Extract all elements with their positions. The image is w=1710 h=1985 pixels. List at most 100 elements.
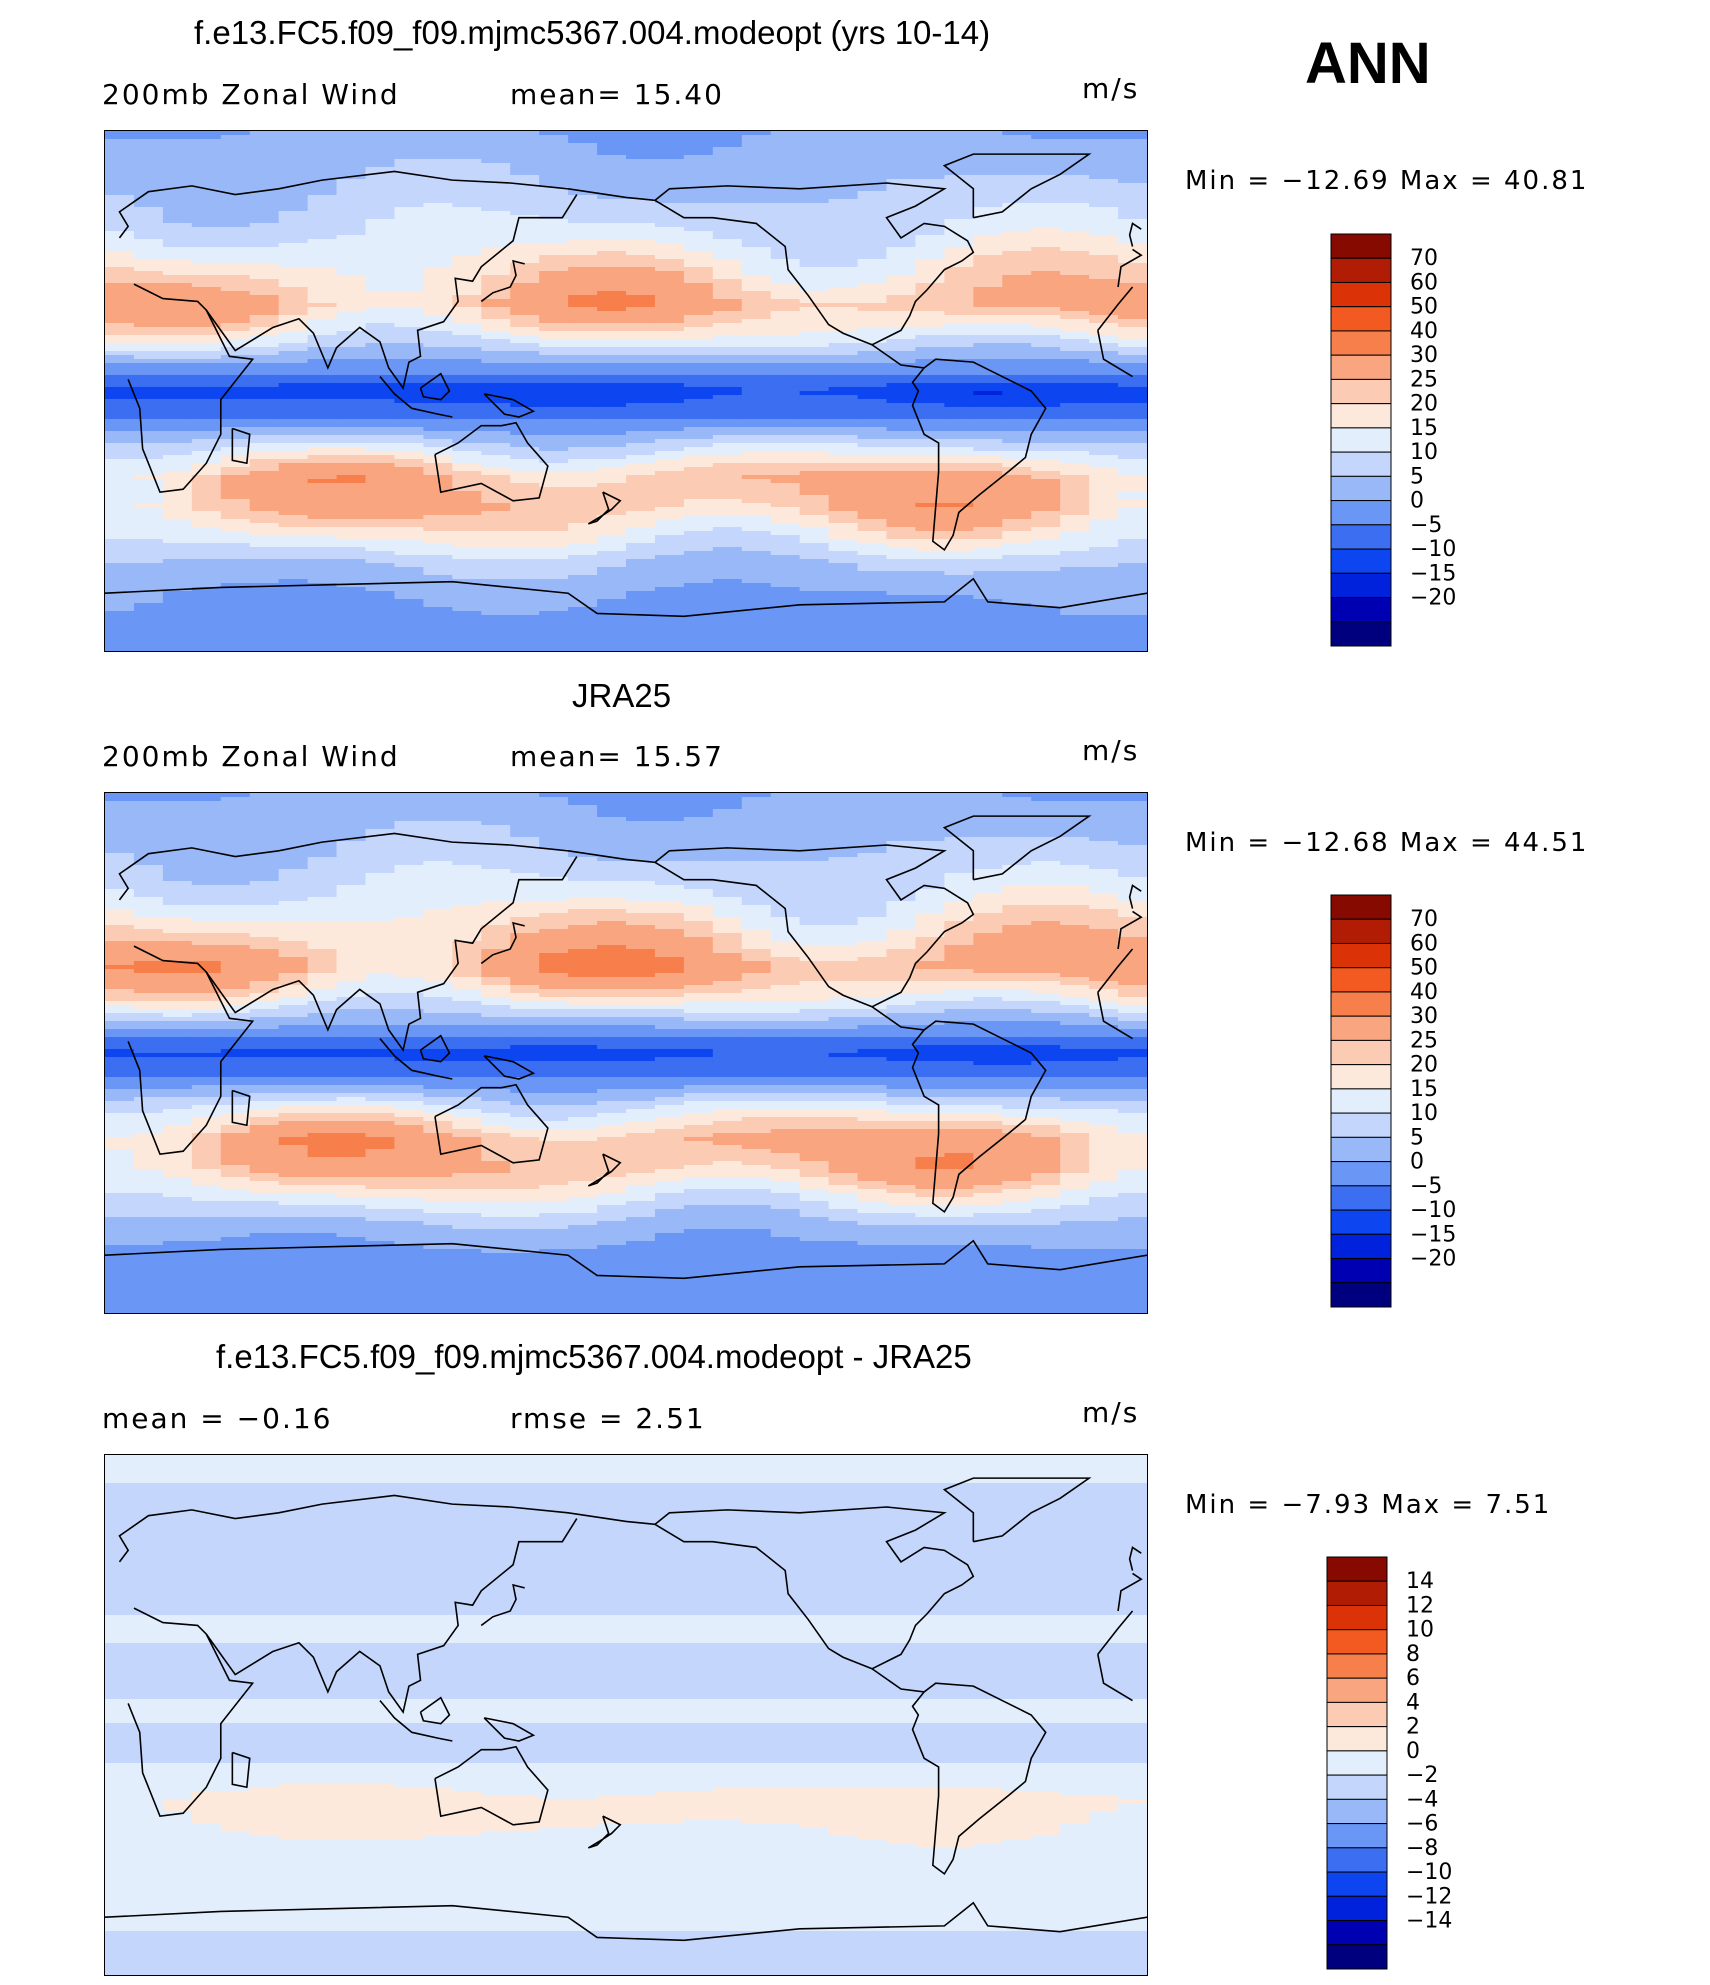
map-cell: [1002, 279, 1033, 284]
map-cell: [597, 235, 627, 240]
map-cell: [133, 159, 164, 164]
map-cell: [597, 515, 627, 520]
map-cell: [886, 575, 917, 580]
map-cell: [683, 219, 714, 224]
map-cell: [1118, 326, 1147, 332]
map-cell: [133, 383, 164, 388]
map-cell: [162, 367, 193, 372]
map-cell: [452, 526, 483, 532]
map-cell: [336, 599, 367, 604]
map-cell: [654, 190, 685, 196]
map-cell: [423, 800, 454, 806]
map-cell: [510, 222, 540, 228]
map-cell: [828, 258, 859, 264]
map-cell: [423, 239, 454, 244]
map-cell: [712, 487, 743, 492]
map-cell: [741, 334, 772, 340]
map-cell: [944, 187, 975, 192]
map-cell: [539, 531, 569, 536]
map-cell: [915, 395, 946, 400]
map-cell: [278, 499, 309, 504]
map-cell: [828, 603, 859, 608]
map-cell: [481, 606, 512, 612]
map-cell: [394, 599, 425, 604]
map-cell: [278, 805, 309, 810]
map-cell: [423, 435, 454, 440]
map-cell: [1002, 443, 1033, 448]
map-cell: [1118, 443, 1147, 448]
map-cell: [481, 586, 512, 592]
map-cell: [857, 359, 888, 364]
map-cell: [568, 539, 598, 544]
map-cell: [654, 339, 685, 344]
map-cell: [249, 591, 280, 596]
map-cell: [452, 154, 483, 160]
map-cell: [741, 318, 772, 324]
map-cell: [105, 575, 135, 580]
map-cell: [133, 495, 164, 500]
map-cell: [162, 190, 193, 196]
map-cell: [828, 375, 859, 380]
map-cell: [741, 230, 772, 236]
map-cell: [191, 222, 222, 228]
map-cell: [626, 206, 656, 212]
map-cell: [307, 315, 338, 320]
map-cell: [220, 383, 251, 388]
map-cell: [481, 178, 512, 184]
map-cell: [828, 279, 859, 284]
map-cell: [539, 386, 569, 392]
map-cell: [249, 203, 280, 208]
map-cell: [336, 403, 367, 408]
map-cell: [828, 175, 859, 180]
map-cell: [712, 310, 743, 316]
map-cell: [973, 646, 1004, 651]
map-cell: [799, 211, 830, 216]
map-cell: [886, 438, 917, 444]
map-cell: [1002, 447, 1033, 452]
map-cell: [915, 362, 946, 368]
map-cell: [133, 797, 164, 802]
map-cell: [654, 386, 685, 392]
map-cell: [365, 271, 396, 276]
map-cell: [770, 291, 801, 296]
map-cell: [712, 242, 743, 248]
map-cell: [1060, 542, 1090, 548]
map-cell: [654, 146, 685, 152]
map-cell: [1002, 247, 1033, 252]
map-cell: [857, 438, 888, 444]
map-cell: [510, 619, 540, 624]
map-cell: [1060, 391, 1090, 396]
map-cell: [278, 315, 309, 320]
map-cell: [365, 318, 396, 324]
map-cell: [1002, 606, 1033, 612]
colorbar-tick-label: 50: [1410, 295, 1438, 320]
map-cell: [249, 463, 280, 468]
map-cell: [1118, 495, 1147, 500]
map-cell: [278, 635, 309, 640]
map-cell: [105, 274, 135, 280]
map-cell: [423, 190, 454, 196]
map-cell: [799, 250, 830, 256]
map-cell: [1089, 282, 1119, 288]
map-cell: [394, 507, 425, 512]
map-cell: [278, 334, 309, 340]
map-cell: [857, 370, 888, 376]
map-cell: [539, 242, 569, 248]
map-cell: [944, 178, 975, 184]
map-cell: [973, 263, 1004, 268]
map-cell: [683, 203, 714, 208]
map-cell: [365, 351, 396, 356]
map-cell: [886, 411, 917, 416]
map-cell: [712, 239, 743, 244]
map-cell: [828, 471, 859, 476]
map-cell: [568, 378, 598, 384]
map-cell: [1031, 458, 1061, 464]
map-cell: [105, 599, 135, 604]
map-cell: [452, 263, 483, 268]
map-cell: [741, 523, 772, 528]
map-cell: [307, 638, 338, 644]
map-cell: [365, 603, 396, 608]
map-cell: [1118, 178, 1147, 184]
map-cell: [423, 162, 454, 168]
map-cell: [539, 170, 569, 176]
